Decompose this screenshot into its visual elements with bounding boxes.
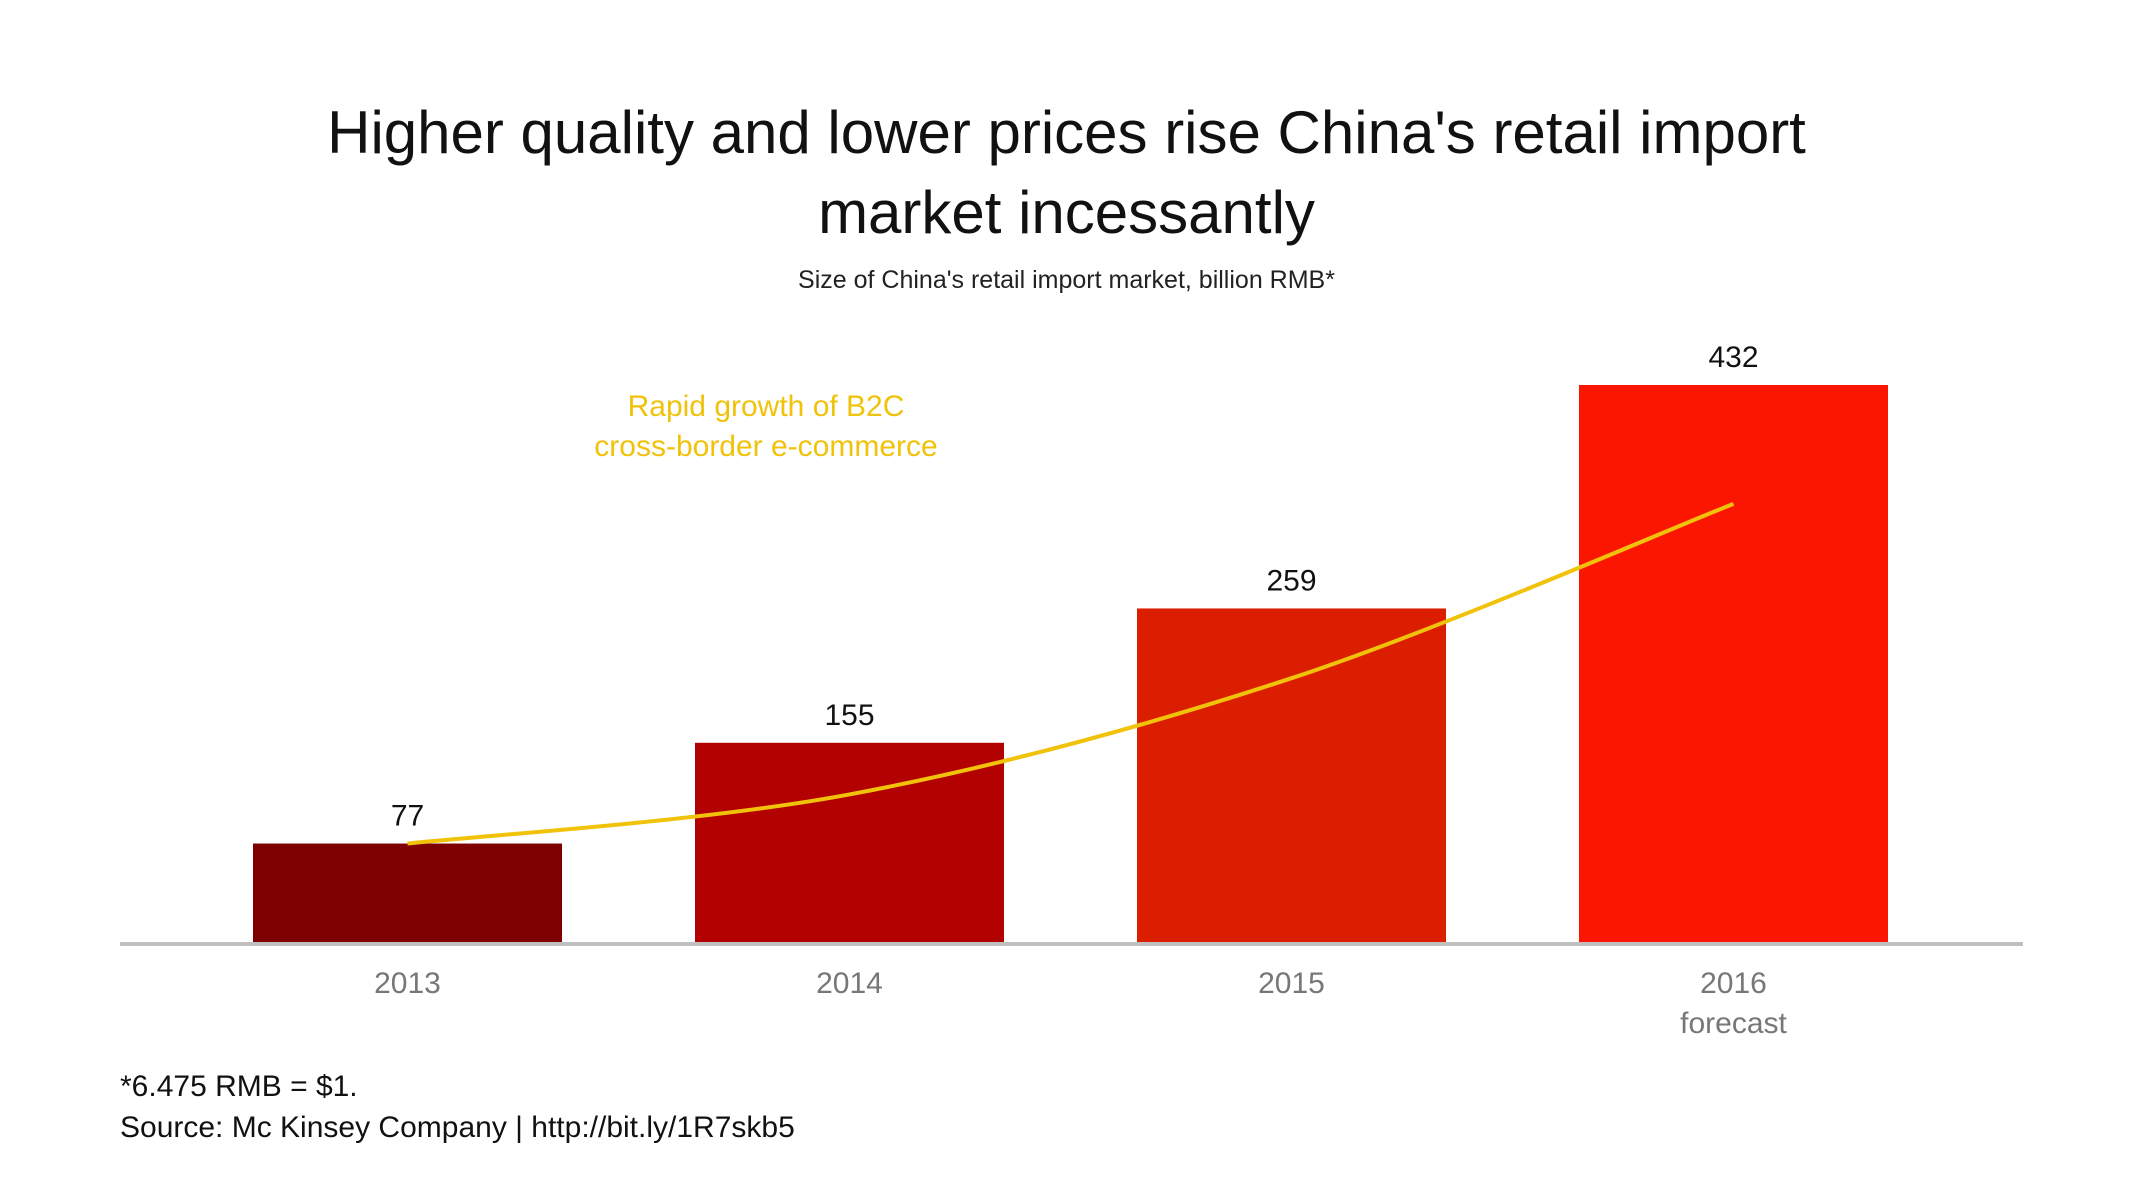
value-label-2013: 77	[391, 800, 424, 833]
chart-subtitle: Size of China's retail import market, bi…	[798, 266, 1335, 294]
x-tick-sublabel-2016: forecast	[1680, 1007, 1787, 1040]
bar-2015	[1137, 608, 1446, 943]
x-tick-label-2013: 2013	[374, 967, 441, 1000]
footnote: *6.475 RMB = $1.	[120, 1070, 358, 1103]
trend-line	[407, 501, 1735, 846]
value-label-2015: 259	[1266, 564, 1316, 597]
title-line-1: Higher quality and lower prices rise Chi…	[327, 99, 1806, 166]
annotation-line-1: Rapid growth of B2C	[628, 390, 905, 423]
bar-2014	[695, 742, 1004, 943]
bar-2013	[253, 843, 562, 943]
value-label-2016: 432	[1708, 341, 1758, 374]
x-tick-label-2016: 2016	[1700, 967, 1767, 1000]
x-tick-label-2015: 2015	[1258, 967, 1325, 1000]
x-tick-label-2014: 2014	[816, 967, 883, 1000]
chart-title: Higher quality and lower prices rise Chi…	[0, 93, 2133, 253]
title-line-2: market incessantly	[818, 179, 1315, 246]
source: Source: Mc Kinsey Company | http://bit.l…	[120, 1111, 795, 1144]
annotation-line-2: cross-border e-commerce	[594, 430, 937, 463]
bar-2016	[1579, 385, 1888, 943]
value-label-2014: 155	[824, 699, 874, 732]
